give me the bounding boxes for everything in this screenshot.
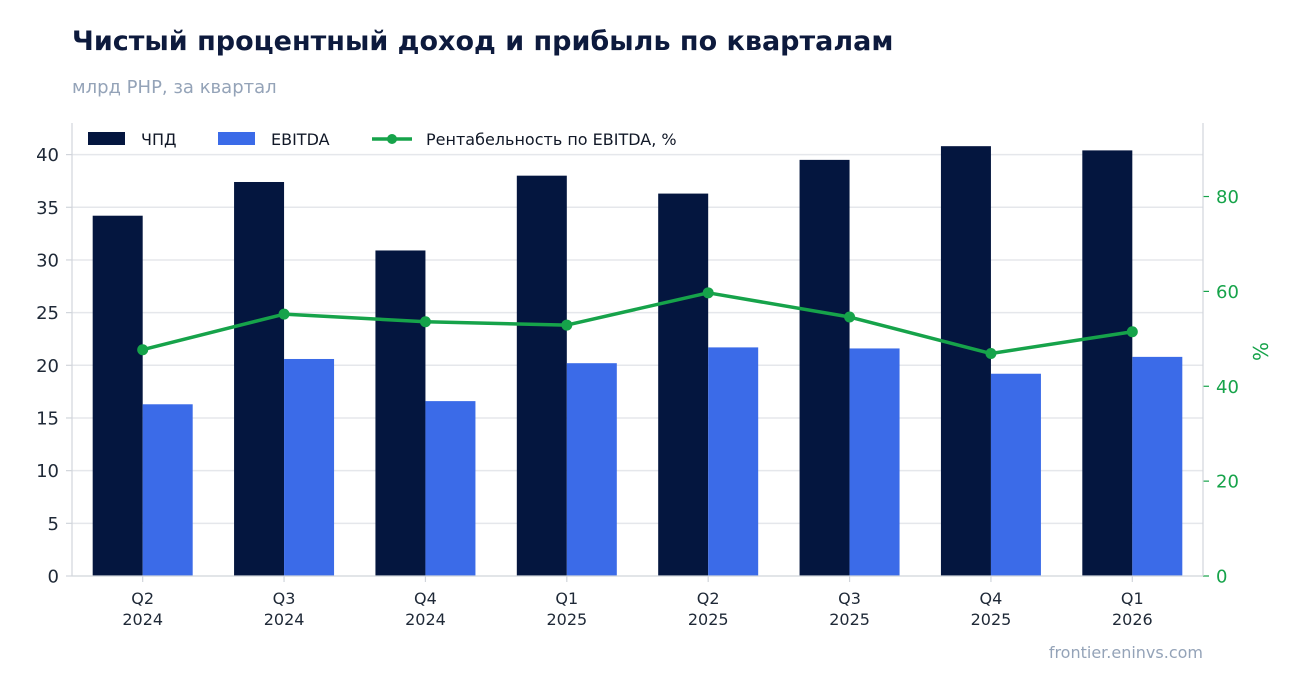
bars	[92, 146, 1183, 577]
x-tick-label-year: 2025	[688, 610, 729, 629]
x-tick-label-year: 2024	[122, 610, 163, 629]
margin-point	[419, 316, 431, 328]
x-tick-label-year: 2025	[546, 610, 587, 629]
bar-ebitda	[708, 347, 759, 576]
chart-subtitle: млрд РНР, за квартал	[72, 77, 277, 98]
margin-point	[702, 287, 714, 299]
y-tick-label: 15	[36, 408, 59, 429]
bar-npd	[234, 181, 285, 576]
y-tick-label: 10	[36, 461, 59, 482]
x-tick-label-year: 2026	[1112, 610, 1153, 629]
y-tick-label: 35	[36, 198, 59, 219]
bar-ebitda	[1132, 356, 1183, 576]
source-note: frontier.eninvs.com	[1048, 643, 1203, 662]
x-tick-label: Q4	[980, 589, 1003, 608]
margin-point	[137, 344, 149, 356]
legend-label-npd: ЧПД	[141, 130, 177, 149]
margin-line	[137, 287, 1138, 360]
y-tick-label: 30	[36, 250, 59, 271]
bar-ebitda	[425, 401, 476, 576]
legend-marker-margin	[387, 134, 397, 144]
y-tick-label: 5	[48, 514, 59, 535]
y2-tick-label: 80	[1216, 187, 1239, 208]
y2-tick-label: 0	[1216, 567, 1227, 588]
bar-npd	[375, 250, 426, 576]
y-tick-label: 25	[36, 303, 59, 324]
x-tick-label-year: 2025	[971, 610, 1012, 629]
bar-npd	[799, 159, 850, 577]
y2-tick-label: 40	[1216, 377, 1239, 398]
x-tick-label: Q2	[697, 589, 720, 608]
margin-point	[278, 308, 290, 320]
legend-label-margin: Рентабельность по EBITDA, %	[426, 130, 677, 149]
bar-npd	[516, 175, 567, 576]
bar-ebitda	[849, 348, 900, 576]
bar-npd	[940, 146, 991, 576]
legend-label-ebitda: EBITDA	[271, 130, 330, 149]
x-tick-label: Q1	[1121, 589, 1144, 608]
y2-axis-label: %	[1249, 342, 1273, 361]
bar-npd	[92, 215, 143, 576]
legend-swatch-npd	[88, 132, 125, 145]
y-tick-label: 20	[36, 356, 59, 377]
margin-line-path	[142, 291, 1133, 356]
y2-tick-label: 60	[1216, 282, 1239, 303]
bar-ebitda	[990, 373, 1041, 576]
x-tick-label: Q4	[414, 589, 437, 608]
y2-tick-label: 20	[1216, 472, 1239, 493]
margin-point	[561, 319, 573, 331]
axes: 0510152025303540020406080%Q22024Q32024Q4…	[36, 123, 1273, 629]
legend: ЧПД EBITDA Рентабельность по EBITDA, %	[88, 130, 677, 149]
y-tick-label: 40	[36, 145, 59, 166]
x-tick-label: Q2	[131, 589, 154, 608]
chart-title: Чистый процентный доход и прибыль по ква…	[72, 26, 894, 57]
x-tick-label: Q3	[273, 589, 296, 608]
bar-npd	[658, 193, 709, 576]
y-tick-label: 0	[48, 567, 59, 588]
margin-point	[1126, 326, 1138, 338]
bar-ebitda	[284, 358, 335, 576]
x-tick-label-year: 2025	[829, 610, 870, 629]
bar-npd	[1082, 150, 1133, 577]
x-tick-label-year: 2024	[264, 610, 305, 629]
legend-swatch-ebitda	[218, 132, 255, 145]
bar-ebitda	[566, 363, 617, 576]
x-tick-label: Q3	[838, 589, 861, 608]
margin-point	[844, 311, 856, 323]
margin-point	[985, 348, 997, 360]
x-tick-label: Q1	[555, 589, 578, 608]
x-tick-label-year: 2024	[405, 610, 446, 629]
bar-ebitda	[142, 404, 193, 576]
